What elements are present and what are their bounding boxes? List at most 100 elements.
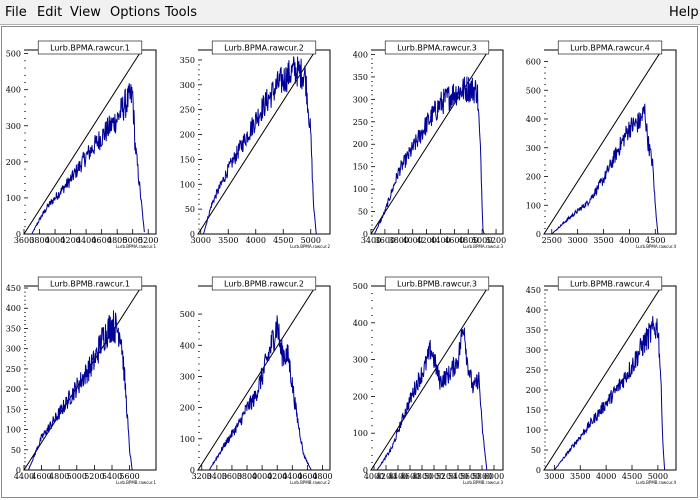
- histogram-panel[interactable]: Lurb.BPMA.rawcur.4 0 100 200 300 400 500 600 250…: [526, 40, 677, 249]
- y-tick-label: 200: [526, 173, 541, 182]
- x-tick-label: 3800: [237, 472, 257, 481]
- x-tick-label: 3200: [192, 472, 212, 481]
- y-tick-label: 100: [180, 435, 195, 444]
- y-tick-label: 300: [353, 356, 368, 365]
- x-tick-label: 3600: [375, 236, 395, 245]
- menu-options[interactable]: Options: [110, 5, 161, 20]
- x-tick-label: 3000: [544, 472, 564, 481]
- x-tick-label: 4500: [622, 472, 642, 481]
- plot-frame: [543, 49, 677, 235]
- x-tick-label: 5600: [460, 472, 480, 481]
- x-axis-title: Lurb.BPMA.rawcur.2: [290, 244, 330, 249]
- plot-frame: [23, 285, 157, 471]
- y-tick-label: 400: [526, 306, 541, 315]
- histogram-panel[interactable]: Lurb.BPMB.rawcur.1 0 50 100 150 200 250 300 350 4…: [6, 276, 157, 485]
- histogram-panel[interactable]: Lurb.BPMB.rawcur.2 0 100 200 300 400 500 320034…: [180, 276, 333, 485]
- plot-canvas[interactable]: Lurb.BPMA.rawcur.1 0 100 200 300 400 500 3600 38…: [1, 26, 698, 498]
- menu-file[interactable]: File: [5, 5, 27, 20]
- y-tick-label: 500: [353, 282, 368, 291]
- x-tick-label: 4800: [49, 472, 69, 481]
- y-tick-label: 200: [353, 392, 368, 401]
- x-tick-label: 5000: [301, 236, 321, 245]
- y-tick-label: 300: [526, 144, 541, 153]
- y-tick-label: 50: [358, 208, 368, 217]
- y-tick-label: 150: [180, 155, 195, 164]
- x-tick-label: 3000: [191, 236, 211, 245]
- y-tick-label: 0: [190, 230, 195, 239]
- histogram-panel[interactable]: Lurb.BPMB.rawcur.3 0 100 200 300 400 500 400042…: [353, 276, 504, 485]
- menu-tools[interactable]: Tools: [165, 5, 198, 20]
- histogram-panel[interactable]: Lurb.BPMA.rawcur.2 0 50 100 150 200 250 300 350 3…: [180, 40, 331, 249]
- data-series-line: [27, 310, 133, 471]
- x-tick-label: 5200: [436, 472, 456, 481]
- histogram-panel[interactable]: Lurb.BPMA.rawcur.3 0 50 100 150 200 250 300 350 4…: [353, 40, 507, 249]
- histogram-grid: Lurb.BPMA.rawcur.10100200300400500360038…: [6, 40, 677, 485]
- title-box: [384, 40, 490, 55]
- x-tick-label: 4400: [76, 236, 96, 245]
- y-tick-label: 400: [6, 304, 21, 313]
- x-tick-label: 6000: [484, 472, 504, 481]
- plot-title: Lurb.BPMA.rawcur.4: [570, 44, 650, 53]
- menu-view[interactable]: View: [70, 5, 101, 20]
- x-tick-label: 5000: [123, 236, 143, 245]
- y-tick-label: 0: [16, 230, 21, 239]
- y-tick-label: 200: [6, 385, 21, 394]
- y-tick-label: 400: [353, 50, 368, 59]
- menu-help[interactable]: Help: [669, 5, 699, 20]
- x-tick-label: 5600: [119, 472, 139, 481]
- x-tick-label: 4000: [45, 236, 65, 245]
- plot-title: Lurb.BPMB.rawcur.4: [570, 280, 650, 289]
- x-tick-label: 5400: [448, 472, 468, 481]
- data-series-line: [374, 76, 485, 235]
- plot-frame: [370, 49, 504, 235]
- title-box: [211, 276, 317, 291]
- y-tick-label: 600: [526, 58, 541, 67]
- y-tick-label: 150: [6, 405, 21, 414]
- x-tick-label: 4600: [400, 472, 420, 481]
- menu-edit[interactable]: Edit: [37, 5, 63, 20]
- data-series-line: [31, 83, 145, 235]
- x-tick-label: 3800: [389, 236, 409, 245]
- x-tick-label: 4000: [596, 472, 616, 481]
- y-tick-label: 400: [180, 341, 195, 350]
- plot-title: Lurb.BPMB.rawcur.3: [397, 280, 477, 289]
- x-tick-label: 4500: [273, 236, 293, 245]
- x-tick-label: 4200: [376, 472, 396, 481]
- x-tick-label: 3400: [207, 472, 227, 481]
- y-tick-label: 100: [353, 185, 368, 194]
- y-tick-label: 150: [526, 406, 541, 415]
- y-tick-label: 0: [190, 466, 195, 475]
- x-tick-label: 4200: [267, 472, 287, 481]
- y-tick-label: 100: [6, 194, 21, 203]
- x-tick-label: 4600: [31, 472, 51, 481]
- y-tick-label: 0: [363, 466, 368, 475]
- y-tick-label: 100: [180, 180, 195, 189]
- y-tick-label: 100: [353, 429, 368, 438]
- x-tick-label: 4600: [444, 236, 464, 245]
- x-tick-label: 4000: [246, 236, 266, 245]
- x-tick-label: 4200: [416, 236, 436, 245]
- data-series-line: [203, 56, 317, 235]
- data-series-line: [551, 103, 659, 235]
- histogram-panel[interactable]: Lurb.BPMA.rawcur.1 0 100 200 300 400 500 360038…: [6, 40, 159, 249]
- x-axis-title: Lurb.BPMA.rawcur.1: [116, 244, 156, 249]
- y-tick-label: 300: [180, 81, 195, 90]
- x-axis-title: Lurb.BPMA.rawcur.3: [463, 244, 503, 249]
- y-tick-label: 400: [353, 319, 368, 328]
- title-box: [557, 40, 663, 55]
- y-tick-label: 250: [6, 365, 21, 374]
- data-series-line: [208, 315, 312, 471]
- y-tick-label: 200: [180, 131, 195, 140]
- y-tick-label: 350: [353, 73, 368, 82]
- data-series-line: [554, 316, 666, 471]
- y-tick-label: 450: [526, 286, 541, 295]
- x-tick-label: 3000: [567, 236, 587, 245]
- plot-title: Lurb.BPMA.rawcur.3: [397, 44, 477, 53]
- histogram-panel[interactable]: Lurb.BPMB.rawcur.4 0 50 100 150 200 250 300 350 4…: [526, 276, 677, 485]
- y-tick-label: 0: [363, 230, 368, 239]
- title-box: [37, 40, 143, 55]
- x-tick-label: 3800: [29, 236, 49, 245]
- x-tick-label: 4000: [252, 472, 272, 481]
- plot-frame: [197, 285, 331, 471]
- title-box: [37, 276, 143, 291]
